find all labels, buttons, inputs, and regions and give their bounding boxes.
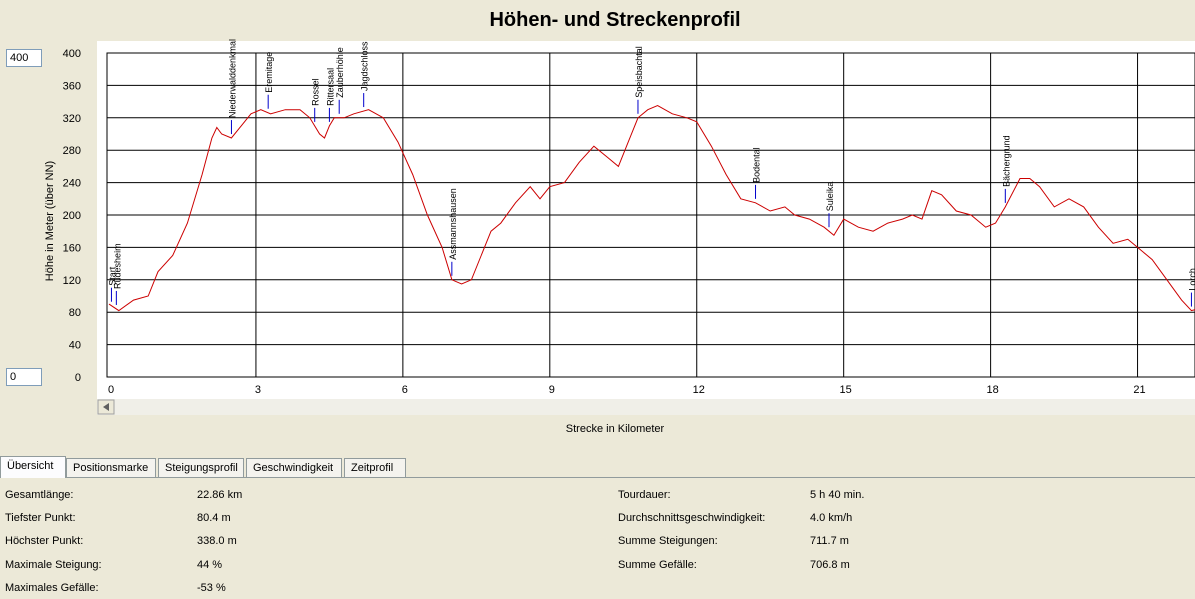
y-tick-label: 240 [63, 178, 81, 190]
elevation-chart: 0 40 80 120 160 200 240 280 320 360 400 0 3 6 9 12 15 18… [44, 39, 1195, 415]
stat-label-gesamtlaenge: Gesamtlänge: [5, 489, 74, 501]
waypoint-label: Speisbachtal [634, 46, 644, 98]
stat-value-tourdauer: 5 h 40 min. [810, 489, 865, 501]
horizontal-scrollbar[interactable] [97, 399, 1195, 415]
stat-label-tourdauer: Tourdauer: [618, 489, 671, 501]
ymin-input[interactable] [6, 368, 42, 386]
y-tick-label: 200 [63, 210, 81, 222]
waypoint-label: Zauberhöhle [335, 47, 345, 98]
stat-value-summe-gefaelle: 706.8 m [810, 559, 850, 571]
stat-label-summe-gefaelle: Summe Gefälle: [618, 559, 697, 571]
waypoint-label: Jagdschloss [360, 41, 370, 91]
chart-background [97, 41, 1195, 399]
stat-label-durchschnitt: Durchschnittsgeschwindigkeit: [618, 512, 766, 524]
waypoint-label: Niederwalddenkmal [227, 39, 237, 118]
x-tick-label: 15 [840, 384, 852, 396]
stat-value-summe-steigungen: 711.7 m [810, 535, 849, 547]
x-tick-label: 18 [986, 384, 998, 396]
stat-value-max-gefaelle: -53 % [197, 582, 226, 594]
tab-bar: Übersicht Positionsmarke Steigungsprofil… [0, 456, 1195, 478]
y-axis-label: Höhe in Meter (über NN) [44, 161, 56, 281]
stat-label-max-gefaelle: Maximales Gefälle: [5, 582, 99, 594]
waypoint-label: Rüdesheim [112, 243, 122, 289]
stat-label-max-steigung: Maximale Steigung: [5, 559, 102, 571]
y-tick-label: 280 [63, 145, 81, 157]
chart-title: Höhen- und Streckenprofil [489, 9, 741, 31]
waypoint-label: Eremitage [264, 52, 274, 93]
waypoint-label: Start [107, 266, 117, 286]
stat-value-tiefster-punkt: 80.4 m [197, 512, 231, 524]
y-tick-label: 0 [75, 372, 81, 384]
x-tick-label: 9 [549, 384, 555, 396]
tab-steigungsprofil[interactable]: Steigungsprofil [158, 458, 244, 477]
y-tick-label: 40 [69, 340, 81, 352]
stat-value-gesamtlaenge: 22.86 km [197, 489, 243, 501]
y-tick-label: 360 [63, 80, 81, 92]
y-tick-label: 80 [69, 307, 81, 319]
x-tick-label: 12 [693, 384, 705, 396]
tab-divider [0, 477, 1195, 478]
y-tick-label: 120 [63, 275, 81, 287]
ymax-input[interactable] [6, 49, 42, 67]
stat-value-durchschnitt: 4.0 km/h [810, 512, 853, 524]
y-tick-label: 320 [63, 113, 81, 125]
tab-zeitprofil[interactable]: Zeitprofil [344, 458, 406, 477]
x-tick-label: 21 [1133, 384, 1145, 396]
waypoint-label: Assmannshausen [448, 188, 458, 260]
stat-label-tiefster-punkt: Tiefster Punkt: [5, 512, 76, 524]
waypoint-label: Bächergrund [1001, 135, 1011, 187]
tab-geschwindigkeit[interactable]: Geschwindigkeit [246, 458, 342, 477]
tab-uebersicht[interactable]: Übersicht [0, 456, 66, 478]
x-tick-label: 3 [255, 384, 261, 396]
waypoint-label: Suleika [825, 182, 835, 212]
stat-label-summe-steigungen: Summe Steigungen: [618, 535, 718, 547]
x-tick-label: 6 [402, 384, 408, 396]
stat-value-hoechster-punkt: 338.0 m [197, 535, 237, 547]
x-tick-label: 0 [108, 384, 114, 396]
waypoint-label: Rossel [311, 78, 321, 106]
arrow-left-icon [103, 403, 109, 411]
waypoint-label: Lorch [1187, 268, 1195, 291]
stat-value-max-steigung: 44 % [197, 559, 223, 571]
elevation-line [108, 105, 1195, 312]
y-tick-label: 400 [63, 48, 81, 60]
waypoint-label: Bodental [752, 147, 762, 183]
x-axis-label: Strecke in Kilometer [565, 423, 665, 435]
waypoint-label: Rittersaal [325, 68, 335, 106]
tab-positionsmarke[interactable]: Positionsmarke [66, 458, 156, 477]
stat-label-hoechster-punkt: Höchster Punkt: [5, 535, 84, 547]
y-tick-label: 160 [63, 242, 81, 254]
